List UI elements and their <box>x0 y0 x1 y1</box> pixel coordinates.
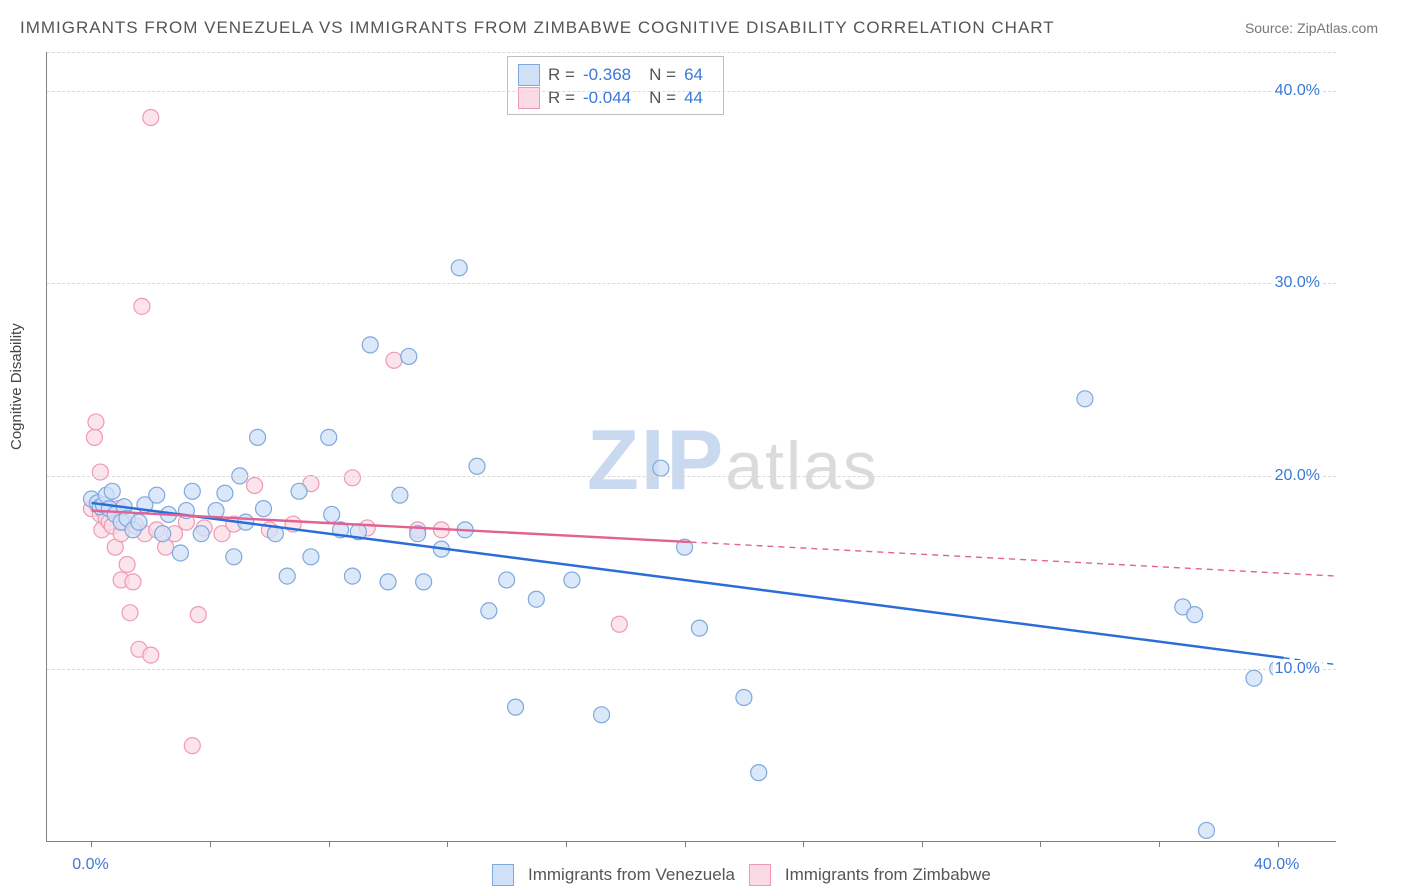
scatter-point <box>88 414 104 430</box>
scatter-point <box>255 501 271 517</box>
scatter-point <box>1246 670 1262 686</box>
correlation-legend: R = -0.368N = 64R = -0.044N = 44 <box>507 56 724 115</box>
scatter-point <box>508 699 524 715</box>
scatter-point <box>380 574 396 590</box>
x-tick <box>1278 841 1279 847</box>
scatter-point <box>344 470 360 486</box>
scatter-point <box>217 485 233 501</box>
scatter-point <box>104 483 120 499</box>
scatter-point <box>594 707 610 723</box>
scatter-point <box>611 616 627 632</box>
gridline <box>47 476 1336 477</box>
y-tick-label: 40.0% <box>1273 82 1322 100</box>
y-tick-label: 30.0% <box>1273 274 1322 292</box>
x-tick <box>566 841 567 847</box>
scatter-point <box>184 483 200 499</box>
scatter-point <box>291 483 307 499</box>
scatter-point <box>564 572 580 588</box>
x-tick <box>210 841 211 847</box>
legend-swatch <box>492 864 514 886</box>
scatter-point <box>392 487 408 503</box>
scatter-point <box>691 620 707 636</box>
legend-swatch <box>749 864 771 886</box>
trend-line-dashed <box>691 542 1337 576</box>
scatter-point <box>184 738 200 754</box>
x-tick-label: 40.0% <box>1254 856 1299 874</box>
scatter-point <box>469 458 485 474</box>
gridline <box>47 669 1336 670</box>
scatter-point <box>134 298 150 314</box>
scatter-point <box>122 605 138 621</box>
scatter-point <box>143 110 159 126</box>
y-axis-label: Cognitive Disability <box>8 323 25 450</box>
x-tick <box>447 841 448 847</box>
scatter-point <box>1187 607 1203 623</box>
scatter-point <box>499 572 515 588</box>
scatter-point <box>155 526 171 542</box>
scatter-point <box>250 429 266 445</box>
legend-r-value: -0.368 <box>583 65 631 85</box>
scatter-point <box>125 574 141 590</box>
scatter-point <box>143 647 159 663</box>
legend-series-label: Immigrants from Venezuela <box>528 865 735 885</box>
legend-series-label: Immigrants from Zimbabwe <box>785 865 991 885</box>
scatter-point <box>386 352 402 368</box>
series-legend: Immigrants from Venezuela Immigrants from… <box>492 864 991 886</box>
plot-svg <box>47 52 1337 842</box>
scatter-point <box>247 478 263 494</box>
chart-title: IMMIGRANTS FROM VENEZUELA VS IMMIGRANTS … <box>20 18 1055 38</box>
scatter-point <box>149 487 165 503</box>
y-tick-label: 10.0% <box>1273 660 1322 678</box>
scatter-point <box>279 568 295 584</box>
scatter-plot: ZIPatlas R = -0.368N = 64R = -0.044N = 4… <box>46 52 1336 842</box>
scatter-point <box>86 429 102 445</box>
scatter-point <box>736 689 752 705</box>
gridline <box>47 52 1336 53</box>
legend-n-value: 64 <box>684 65 703 85</box>
gridline <box>47 283 1336 284</box>
scatter-point <box>528 591 544 607</box>
x-tick <box>685 841 686 847</box>
x-tick <box>803 841 804 847</box>
scatter-point <box>751 765 767 781</box>
legend-r-label: R = <box>548 65 575 85</box>
x-tick <box>91 841 92 847</box>
scatter-point <box>321 429 337 445</box>
trend-line <box>91 503 1283 658</box>
scatter-point <box>401 348 417 364</box>
legend-n-label: N = <box>649 65 676 85</box>
scatter-point <box>344 568 360 584</box>
y-tick-label: 20.0% <box>1273 467 1322 485</box>
x-tick <box>1159 841 1160 847</box>
x-tick <box>329 841 330 847</box>
scatter-point <box>1077 391 1093 407</box>
scatter-point <box>226 549 242 565</box>
scatter-point <box>131 514 147 530</box>
source-label: Source: ZipAtlas.com <box>1245 20 1378 36</box>
legend-swatch <box>518 64 540 86</box>
x-tick <box>1040 841 1041 847</box>
x-tick <box>922 841 923 847</box>
scatter-point <box>451 260 467 276</box>
x-tick-label: 0.0% <box>72 856 108 874</box>
scatter-point <box>303 549 319 565</box>
scatter-point <box>193 526 209 542</box>
scatter-point <box>172 545 188 561</box>
scatter-point <box>362 337 378 353</box>
gridline <box>47 91 1336 92</box>
legend-row: R = -0.368 N = 64 <box>518 64 713 86</box>
scatter-point <box>1199 822 1215 838</box>
scatter-point <box>92 464 108 480</box>
scatter-point <box>119 557 135 573</box>
scatter-point <box>481 603 497 619</box>
scatter-point <box>190 607 206 623</box>
scatter-point <box>324 506 340 522</box>
scatter-point <box>653 460 669 476</box>
scatter-point <box>416 574 432 590</box>
